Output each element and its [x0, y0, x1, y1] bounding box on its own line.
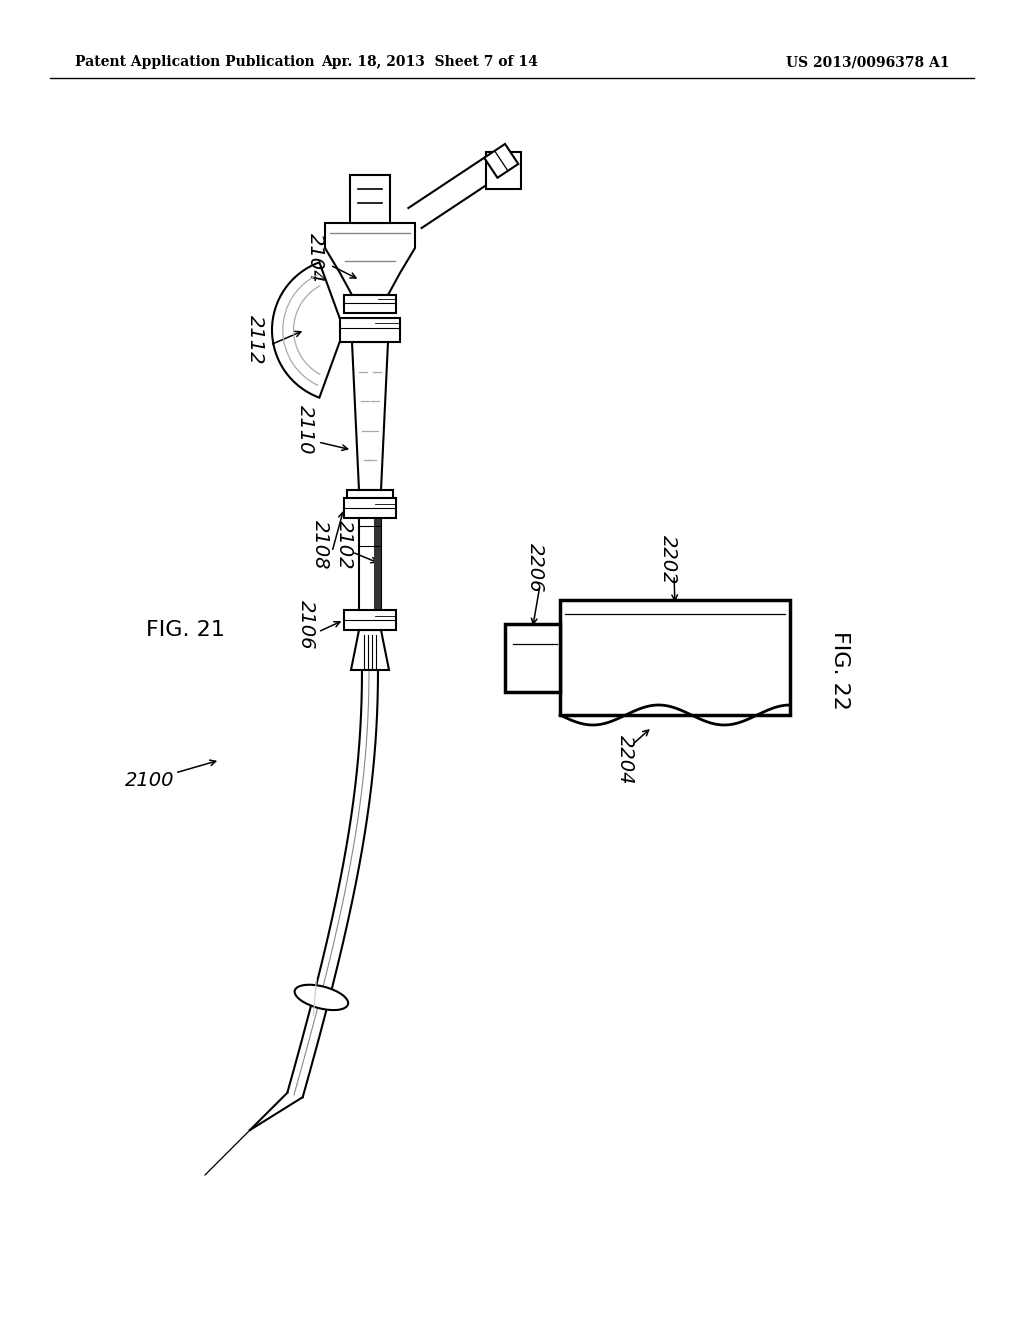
Polygon shape — [484, 144, 518, 178]
Bar — [344, 498, 396, 517]
Text: 2206: 2206 — [525, 544, 545, 593]
Text: 2112: 2112 — [246, 315, 264, 364]
Bar — [340, 318, 400, 342]
Text: Apr. 18, 2013  Sheet 7 of 14: Apr. 18, 2013 Sheet 7 of 14 — [322, 55, 539, 69]
Bar — [560, 601, 790, 715]
Bar — [359, 508, 381, 620]
Bar — [374, 508, 381, 620]
Text: FIG. 22: FIG. 22 — [830, 631, 850, 709]
Polygon shape — [409, 154, 502, 228]
Text: 2102: 2102 — [335, 520, 353, 570]
Text: 2108: 2108 — [310, 520, 330, 570]
Bar — [350, 176, 390, 223]
Ellipse shape — [295, 985, 348, 1010]
Text: Patent Application Publication: Patent Application Publication — [75, 55, 314, 69]
Bar — [486, 152, 520, 189]
Polygon shape — [351, 630, 389, 671]
Polygon shape — [352, 342, 388, 490]
Text: US 2013/0096378 A1: US 2013/0096378 A1 — [786, 55, 950, 69]
Bar — [344, 294, 396, 313]
Text: FIG. 21: FIG. 21 — [145, 620, 224, 640]
Bar — [344, 610, 396, 630]
Text: 2106: 2106 — [297, 601, 315, 649]
Text: 2204: 2204 — [615, 735, 635, 785]
Bar — [505, 623, 560, 692]
Text: 2110: 2110 — [296, 405, 314, 455]
Text: 2100: 2100 — [125, 771, 175, 789]
Text: 2104: 2104 — [305, 234, 325, 282]
Text: 2202: 2202 — [658, 535, 678, 585]
Polygon shape — [325, 223, 415, 294]
Bar — [347, 490, 393, 508]
Wedge shape — [272, 263, 344, 397]
